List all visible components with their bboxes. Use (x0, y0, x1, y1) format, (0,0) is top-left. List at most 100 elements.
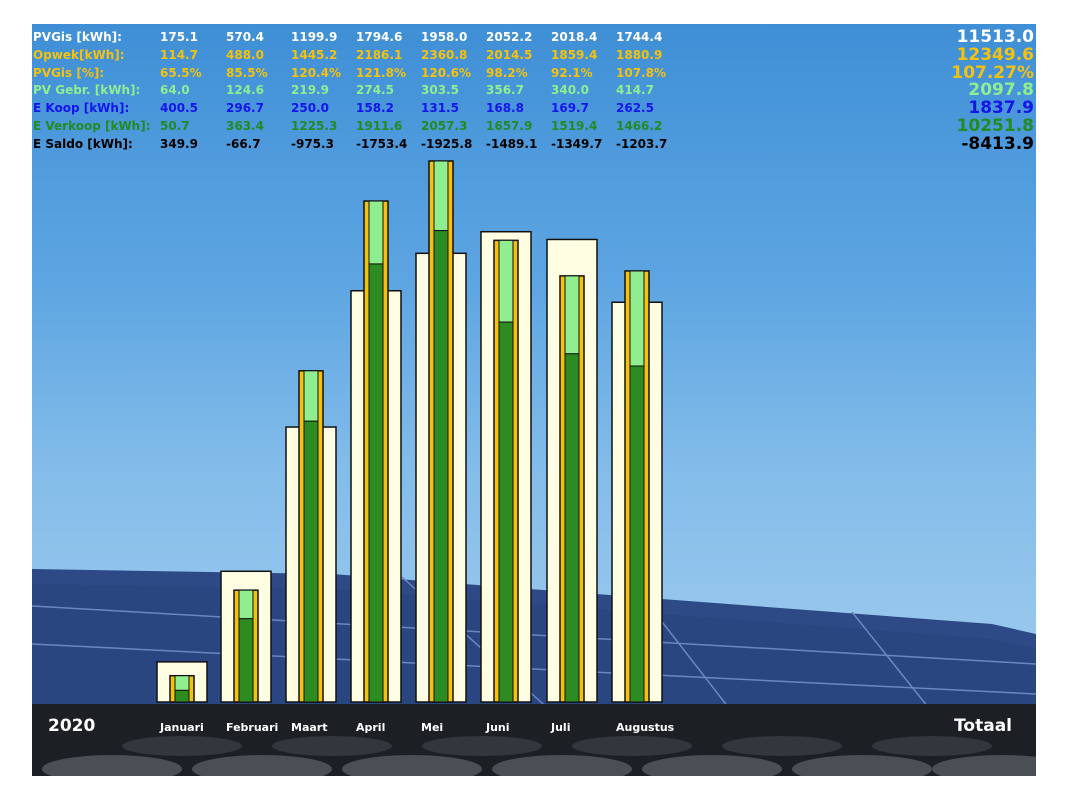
cell-value: 120.4% (291, 65, 341, 80)
row-pvgis-pct: PVGis [%]: 65.5% 85.5% 120.4% 121.8% 120.6% 98… (32, 65, 1036, 82)
row-pvgis: PVGis [kWh]: 175.1 570.4 1199.9 1794.6 1958.0… (32, 29, 1036, 46)
cell-value: 2014.5 (486, 47, 533, 62)
bar-pv-gebr (174, 675, 190, 691)
cell-value: 2186.1 (356, 47, 403, 62)
chart-frame: PVGis [kWh]: 175.1 570.4 1199.9 1794.6 1958.0… (32, 24, 1036, 776)
total-e-saldo: -8413.9 (961, 133, 1034, 154)
cell-value: -1203.7 (616, 136, 668, 151)
cell-value: 1519.4 (551, 119, 598, 133)
cell-value: 262.5 (616, 101, 654, 116)
cell-value: 570.4 (226, 30, 264, 44)
month-label: Juli (551, 721, 571, 734)
cell-value: 1657.9 (486, 119, 533, 133)
year-label: 2020 (48, 716, 96, 736)
cell-value: 356.7 (486, 83, 524, 98)
cell-value: -66.7 (226, 136, 261, 151)
solar-roof-background (32, 569, 1036, 776)
cell-value: 400.5 (160, 101, 198, 116)
cell-value: 2018.4 (551, 30, 598, 44)
bar-pv-gebr (433, 160, 449, 232)
cell-value: 120.6% (421, 65, 471, 80)
cell-value: 158.2 (356, 101, 394, 116)
bar-e-verkoop (564, 353, 580, 703)
month-label: Augustus (616, 721, 675, 734)
cell-value: 169.7 (551, 101, 589, 116)
bar-pv-gebr (564, 275, 580, 355)
row-label: E Koop [kWh]: (33, 101, 130, 116)
cell-value: 296.7 (226, 101, 264, 116)
cell-value: 2052.2 (486, 30, 533, 44)
bar-e-verkoop (498, 321, 514, 703)
bar-pv-gebr (368, 200, 384, 265)
cell-value: 98.2% (486, 65, 528, 80)
cell-value: -1925.8 (421, 136, 473, 151)
cell-value: 1880.9 (616, 47, 663, 62)
cell-value: 175.1 (160, 30, 198, 44)
cell-value: -975.3 (291, 136, 334, 151)
cell-value: 114.7 (160, 47, 198, 62)
cell-value: 1958.0 (421, 30, 468, 44)
bar-pv-gebr (303, 370, 319, 422)
cell-value: 250.0 (291, 101, 329, 116)
row-label: Opwek[kWh]: (33, 47, 125, 62)
cell-value: 2360.8 (421, 47, 468, 62)
row-label: PV Gebr. [kWh]: (33, 83, 141, 98)
cell-value: 1744.4 (616, 30, 663, 44)
bar-e-verkoop (433, 230, 449, 703)
total-opwek: 12349.6 (956, 44, 1034, 65)
total-e-koop: 1837.9 (968, 98, 1034, 119)
cell-value: 121.8% (356, 65, 406, 80)
cell-value: -1349.7 (551, 136, 603, 151)
cell-value: -1489.1 (486, 136, 538, 151)
row-opwek: Opwek[kWh]: 114.7 488.0 1445.2 2186.1 2360.8 2… (32, 47, 1036, 64)
month-label: Februari (226, 721, 279, 734)
cell-value: 1794.6 (356, 30, 403, 44)
cell-value: 219.9 (291, 83, 329, 98)
bar-e-verkoop (303, 420, 319, 703)
cell-value: 274.5 (356, 83, 394, 98)
cell-value: 65.5% (160, 65, 202, 80)
bar-pv-gebr (629, 270, 645, 367)
bar-e-verkoop (368, 263, 384, 703)
bar-chart (156, 160, 663, 703)
bar-e-verkoop (238, 618, 254, 703)
cell-value: 363.4 (226, 119, 264, 133)
month-label: April (356, 721, 386, 734)
row-e-verkoop: E Verkoop [kWh]: 50.7 363.4 1225.3 1911.6 205… (32, 118, 1036, 135)
row-pv-gebr: PV Gebr. [kWh]: 64.0 124.6 219.9 274.5 303.5 3… (32, 82, 1036, 99)
bar-pv-gebr (238, 589, 254, 620)
bar-pv-gebr (498, 239, 514, 323)
total-label: Totaal (954, 716, 1012, 736)
row-label: E Saldo [kWh]: (33, 136, 133, 151)
total-pv-gebr: 2097.8 (968, 80, 1034, 101)
cell-value: -1753.4 (356, 136, 408, 151)
cell-value: 340.0 (551, 83, 589, 98)
cell-value: 1199.9 (291, 30, 338, 44)
cell-value: 303.5 (421, 83, 459, 98)
bar-e-verkoop (174, 689, 190, 703)
cell-value: 131.5 (421, 101, 459, 116)
cell-value: 64.0 (160, 83, 190, 98)
cell-value: 1911.6 (356, 119, 403, 133)
row-label: E Verkoop [kWh]: (33, 119, 151, 133)
cell-value: 1859.4 (551, 47, 598, 62)
bar-e-verkoop (629, 365, 645, 703)
total-pvgis-pct: 107.27% (951, 62, 1034, 83)
cell-value: 92.1% (551, 65, 593, 80)
row-label: PVGis [%]: (33, 65, 105, 80)
cell-value: 1445.2 (291, 47, 338, 62)
cell-value: 107.8% (616, 65, 666, 80)
row-e-saldo: E Saldo [kWh]: 349.9 -66.7 -975.3 -1753.4 -19… (32, 136, 1036, 153)
row-label: PVGis [kWh]: (33, 30, 122, 44)
cell-value: 414.7 (616, 83, 654, 98)
cell-value: 124.6 (226, 83, 264, 98)
month-label: Januari (160, 721, 204, 734)
cell-value: 168.8 (486, 101, 524, 116)
month-label: Juni (486, 721, 510, 734)
cell-value: 1466.2 (616, 119, 663, 133)
cell-value: 2057.3 (421, 119, 468, 133)
cell-value: 1225.3 (291, 119, 338, 133)
cell-value: 488.0 (226, 47, 264, 62)
row-e-koop: E Koop [kWh]: 400.5 296.7 250.0 158.2 131.5 16… (32, 100, 1036, 117)
cell-value: 50.7 (160, 119, 190, 133)
